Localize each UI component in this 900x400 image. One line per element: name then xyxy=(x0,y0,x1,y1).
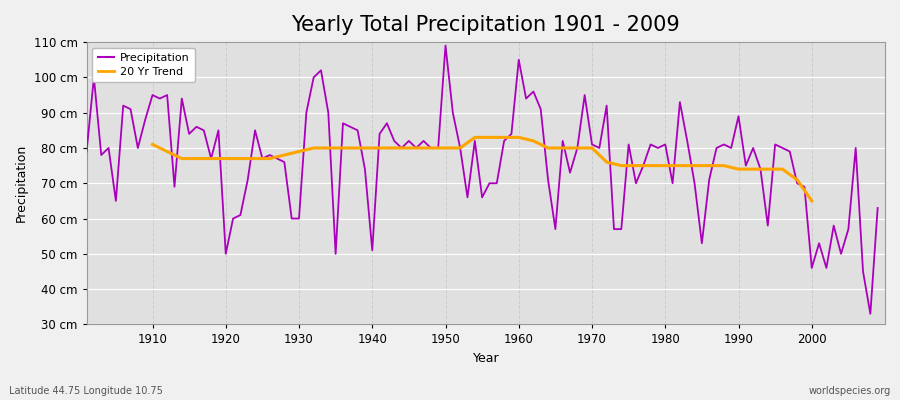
X-axis label: Year: Year xyxy=(472,352,500,365)
Legend: Precipitation, 20 Yr Trend: Precipitation, 20 Yr Trend xyxy=(92,48,195,82)
Title: Yearly Total Precipitation 1901 - 2009: Yearly Total Precipitation 1901 - 2009 xyxy=(292,15,680,35)
Y-axis label: Precipitation: Precipitation xyxy=(15,144,28,222)
Text: Latitude 44.75 Longitude 10.75: Latitude 44.75 Longitude 10.75 xyxy=(9,386,163,396)
Text: worldspecies.org: worldspecies.org xyxy=(809,386,891,396)
